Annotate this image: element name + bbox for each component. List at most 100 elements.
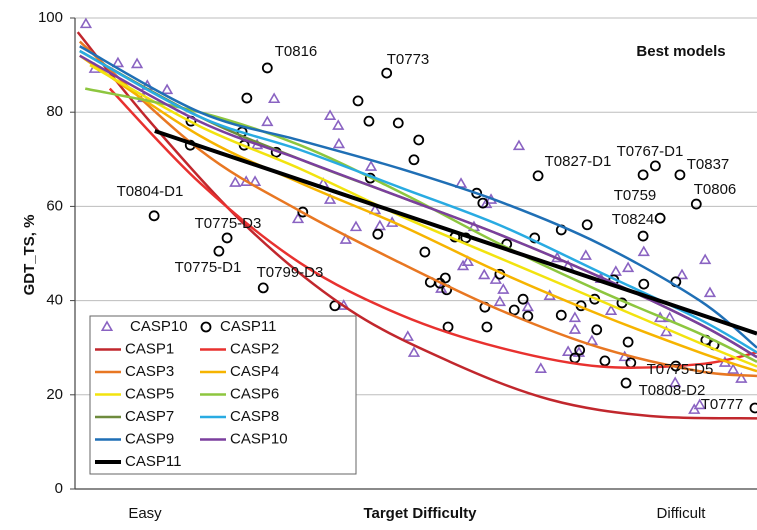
y-tick-label: 80 [46,103,63,120]
annotation: T0816 [275,43,318,60]
point [660,325,673,337]
legend-item: CASP5 [95,385,174,402]
point [392,117,404,129]
point [461,255,474,267]
trend-line [79,54,757,359]
point [408,154,420,166]
legend-marker [100,320,114,332]
annotation: T0827-D1 [545,153,612,170]
annotation: T0777 [701,396,744,413]
trend-line [79,54,757,373]
point [291,212,305,224]
point [323,193,337,204]
y-tick-label: 0 [55,480,63,497]
point [111,56,125,68]
point [364,160,378,171]
legend-label: CASP3 [125,363,174,380]
annotation: T0824 [612,211,655,228]
point [221,232,233,244]
legend-item: CASP1 [95,340,174,357]
point [555,309,567,321]
point [413,134,425,146]
point [654,212,666,224]
legend-item: CASP10 [100,318,188,335]
point [268,92,281,104]
point [568,323,582,334]
point [323,109,337,121]
point [493,295,507,307]
annotation: T0808-D2 [639,382,706,399]
point [381,67,393,79]
legend-label: CASP11 [220,318,276,335]
x-end-label: Difficult [657,505,707,522]
point [261,62,273,74]
point [637,169,649,181]
point [621,261,635,273]
point [508,304,520,316]
point [581,219,593,231]
annotation: T0837 [687,156,730,173]
point [521,300,534,312]
legend-item: CASP11 [95,453,181,470]
legend-label: CASP10 [130,318,188,335]
x-end-label: Easy [128,505,162,522]
point [637,230,649,242]
point [649,160,661,172]
annotation: T0799-D3 [257,264,324,281]
chart-title: Best models [636,43,725,60]
point [699,253,712,265]
point [637,245,650,257]
point [419,246,431,258]
legend-item: CASP9 [95,430,174,447]
point [297,206,309,218]
legend-item: CASP2 [200,340,279,357]
legend-label: CASP5 [125,385,174,402]
point [477,197,489,209]
point [257,282,269,294]
point [674,169,686,181]
trend-line [154,129,757,336]
point [534,362,547,373]
annotation: T0775-D1 [175,259,242,276]
point [160,83,174,95]
legend-item: CASP6 [200,385,279,402]
point [726,363,740,374]
legend-label: CASP9 [125,430,174,447]
legend-item: CASP10 [200,430,288,447]
y-axis-label: GDT_TS, % [21,215,38,296]
trend-line [108,87,757,369]
legend-label: CASP2 [230,340,279,357]
point [574,344,586,356]
point [478,268,491,280]
point [363,115,375,127]
annotation: T0773 [387,51,430,68]
y-tick-label: 40 [46,292,63,309]
point [532,170,544,182]
point [241,92,253,104]
legend-label: CASP6 [230,385,279,402]
point [352,95,364,107]
point [372,228,384,240]
point [675,268,689,280]
annotation: T0806 [694,181,737,198]
legend-box [89,315,357,475]
y-tick-label: 100 [38,9,63,26]
point [213,245,225,257]
point [349,220,363,232]
point [401,330,414,341]
x-axis-label: Target Difficulty [363,505,477,522]
point [339,233,352,244]
legend-item: CASP8 [200,408,279,425]
legend-item: CASP7 [95,408,174,425]
point [599,355,611,367]
point [638,278,650,290]
annotation: T0775-D5 [647,361,714,378]
point [439,272,451,284]
y-tick-label: 20 [46,386,63,403]
point [481,321,493,333]
point [693,398,706,410]
annotation: T0775-D3 [195,215,262,232]
legend-label: CASP10 [230,430,288,447]
